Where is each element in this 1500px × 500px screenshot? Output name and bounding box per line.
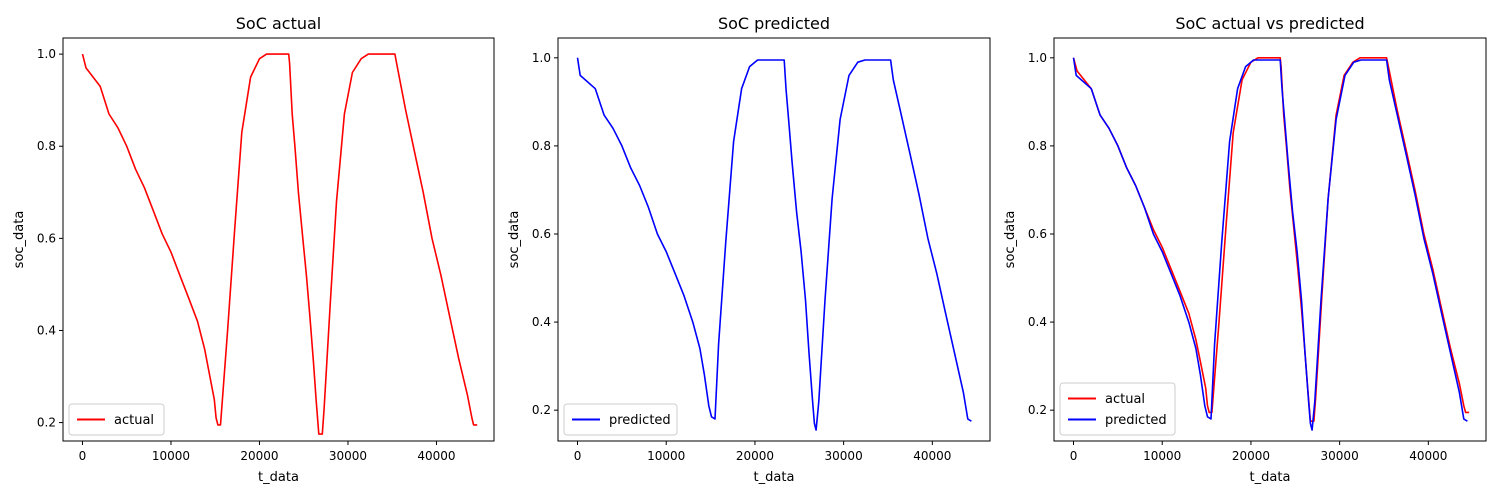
axes-frame [62, 37, 495, 442]
x-tick-label: 40000 [913, 449, 951, 463]
legend-label-actual: actual [1105, 392, 1145, 407]
chart-2: SoC predicted 0 10000 20000 30000 40000 0.2 0.4… [507, 14, 991, 485]
x-tick-label: 10000 [647, 449, 685, 463]
y-axis-label: soc_data [1003, 211, 1018, 269]
x-tick-label: 20000 [736, 449, 774, 463]
x-tick-label: 10000 [152, 449, 190, 463]
y-tick-label: 0.2 [532, 403, 551, 417]
legend-label-actual: actual [114, 413, 154, 428]
x-tick-label: 30000 [329, 449, 367, 463]
chart-title: SoC predicted [718, 14, 830, 33]
x-tick-label: 20000 [1232, 449, 1270, 463]
x-tick-label: 40000 [417, 449, 455, 463]
legend-box [68, 403, 165, 436]
legend-box [563, 403, 678, 436]
chart-3: SoC actual vs predicted 0 10000 20000 30000 4… [1003, 14, 1487, 485]
x-tick-label: 0 [1070, 449, 1078, 463]
y-tick-label: 0.8 [1028, 139, 1047, 153]
y-tick-label: 0.8 [532, 139, 551, 153]
x-tick-label: 10000 [1143, 449, 1181, 463]
series-line-actual [81, 53, 478, 435]
y-tick-label: 0.2 [1028, 403, 1047, 417]
legend-box [1059, 382, 1176, 436]
x-tick-label: 20000 [240, 449, 278, 463]
y-tick-label: 0.4 [1028, 315, 1047, 329]
legend-label-predicted: predicted [1105, 413, 1167, 428]
chart-1: SoC actual 0 10000 20000 30000 40000 0.2 0.4 0.6… [12, 14, 495, 485]
y-tick-label: 1.0 [532, 51, 551, 65]
series-line-predicted [576, 57, 972, 431]
x-axis-label: t_data [754, 470, 795, 485]
x-tick-label: 0 [574, 449, 582, 463]
y-axis-label: soc_data [12, 211, 27, 269]
y-tick-label: 0.4 [37, 323, 56, 337]
series-line-actual [1072, 57, 1470, 422]
x-tick-label: 30000 [825, 449, 863, 463]
y-tick-label: 0.4 [532, 315, 551, 329]
y-tick-label: 0.6 [37, 231, 56, 245]
chart-title: SoC actual [236, 14, 321, 33]
y-tick-label: 0.6 [1028, 227, 1047, 241]
y-tick-label: 1.0 [1028, 51, 1047, 65]
y-tick-label: 1.0 [37, 47, 56, 61]
chart-title: SoC actual vs predicted [1175, 14, 1364, 33]
legend-label-predicted: predicted [609, 413, 671, 428]
x-axis-label: t_data [1250, 470, 1291, 485]
y-axis-label: soc_data [507, 211, 522, 269]
x-axis-label: t_data [258, 470, 299, 485]
axes-frame [1053, 37, 1487, 442]
y-tick-label: 0.6 [532, 227, 551, 241]
y-tick-label: 0.8 [37, 139, 56, 153]
axes-frame [557, 37, 991, 442]
x-tick-label: 0 [79, 449, 87, 463]
x-tick-label: 30000 [1321, 449, 1359, 463]
x-tick-label: 40000 [1409, 449, 1447, 463]
y-tick-label: 0.2 [37, 416, 56, 430]
series-line-predicted [1072, 57, 1468, 431]
